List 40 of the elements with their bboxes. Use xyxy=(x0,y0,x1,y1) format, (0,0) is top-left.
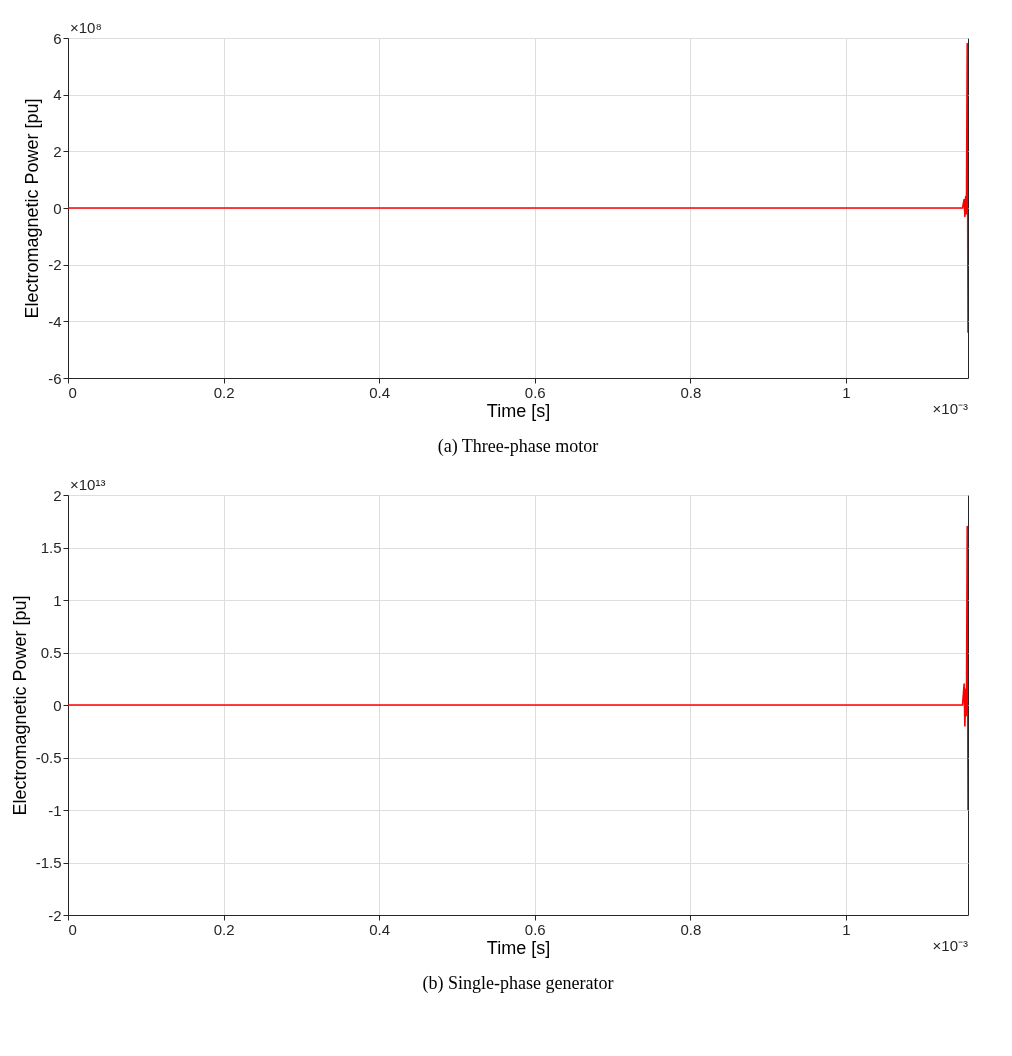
x-tick-label: 0.8 xyxy=(680,920,702,938)
x-tick-label: 0.4 xyxy=(369,920,391,938)
line-series xyxy=(68,42,968,334)
text: ×10⁻³ xyxy=(932,400,968,417)
text: (a) Three-phase motor xyxy=(437,436,599,457)
y-tick-label: -2 xyxy=(48,906,62,924)
y-tick-label: 2 xyxy=(53,486,62,504)
x-tick-label: 0.6 xyxy=(524,383,546,401)
y-tick-label: -6 xyxy=(48,369,62,387)
y-tick-label: 1.5 xyxy=(40,539,62,556)
x-tick-label: 0.4 xyxy=(369,383,391,401)
y-axis-title: Electromagnetic Power [pu] xyxy=(9,595,30,816)
x-axis-title: Time [s] xyxy=(486,937,551,958)
y-tick-label: 1 xyxy=(53,591,62,609)
y-tick-label: 0 xyxy=(53,199,62,217)
y-tick-label: 4 xyxy=(53,86,62,104)
x-tick-label: 0 xyxy=(68,383,77,401)
y-axis-title: Electromagnetic Power [pu] xyxy=(22,98,43,319)
line-series xyxy=(68,525,968,811)
text: (b) Single-phase generator xyxy=(422,973,614,994)
x-tick-label: 0.6 xyxy=(524,920,546,938)
y-tick-label: -2 xyxy=(48,256,62,274)
x-tick-label: 0.8 xyxy=(680,383,702,401)
y-tick-label: -1.5 xyxy=(35,854,62,871)
y-tick-label: 0.5 xyxy=(40,644,62,661)
y-tick-label: -1 xyxy=(48,801,62,819)
y-tick-label: -0.5 xyxy=(35,749,62,766)
text: ×10⁸ xyxy=(70,19,102,36)
x-tick-label: 0 xyxy=(68,920,77,938)
y-tick-label: -4 xyxy=(48,312,62,330)
text: ×10¹³ xyxy=(70,476,106,493)
x-axis-title: Time [s] xyxy=(486,400,551,421)
text: ×10⁻³ xyxy=(932,937,968,954)
x-tick-label: 0.2 xyxy=(213,920,235,938)
y-tick-label: 6 xyxy=(53,29,62,47)
y-tick-label: 0 xyxy=(53,696,62,714)
x-tick-label: 0.2 xyxy=(213,383,235,401)
y-tick-label: 2 xyxy=(53,142,62,160)
x-tick-label: 1 xyxy=(842,920,851,938)
x-tick-label: 1 xyxy=(842,383,851,401)
